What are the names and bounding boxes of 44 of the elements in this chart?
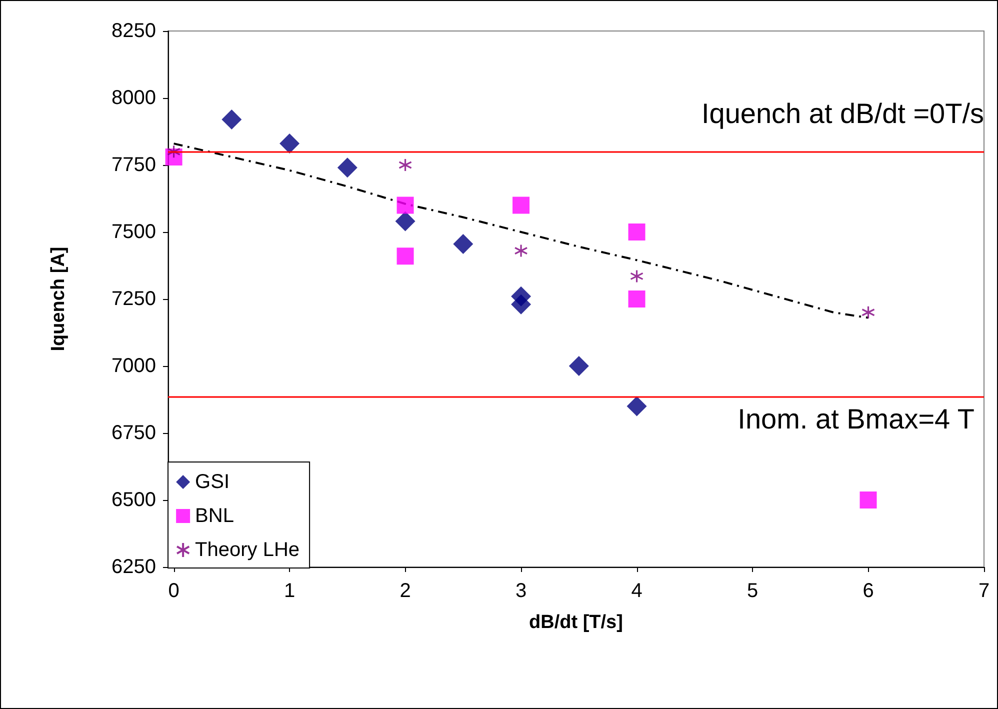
point: [280, 134, 300, 154]
point: [166, 144, 181, 158]
y-axis-title: Iquench [A]: [48, 246, 69, 352]
point: [512, 196, 530, 214]
line-series: [172, 142, 870, 319]
point: [396, 196, 414, 214]
legend-label: BNL: [195, 505, 234, 527]
point: [568, 356, 589, 376]
point: [511, 294, 532, 314]
y-tick-label: 7000: [112, 355, 156, 377]
x-tick-label: 6: [862, 580, 874, 602]
x-axis-title: dB/dt [T/s]: [529, 612, 623, 633]
y-tick-label: 8000: [112, 87, 156, 109]
x-tick-label: 7: [978, 580, 990, 602]
x-tick-label: 1: [284, 580, 296, 602]
point: [861, 306, 876, 320]
y-tick-label: 7500: [112, 221, 156, 243]
point: [628, 290, 646, 308]
ref-line-label: Iquench at dB/dt =0T/s: [701, 98, 984, 130]
point: [395, 211, 416, 232]
point: [630, 269, 644, 284]
x-tick-label: 0: [168, 580, 180, 602]
y-tick-label: 7250: [112, 288, 156, 310]
x-tick-label: 2: [400, 580, 411, 602]
point: [337, 158, 358, 178]
point: [222, 109, 242, 130]
x-tick-label: 5: [746, 580, 758, 602]
point: [398, 158, 412, 172]
y-tick-label: 8250: [112, 20, 156, 42]
legend-label: Theory LHe: [195, 539, 300, 561]
x-tick-label: 3: [515, 580, 527, 602]
point: [628, 224, 646, 240]
y-tick-label: 6500: [112, 489, 156, 511]
y-tick-label: 6750: [112, 422, 156, 444]
annotation: Inom. at Bmax=4 T: [738, 403, 974, 434]
point: [453, 234, 474, 254]
point: [514, 244, 528, 258]
legend-label: GSI: [195, 471, 230, 493]
x-tick-label: 4: [631, 580, 642, 602]
point: [396, 248, 414, 265]
y-tick-label: 7750: [112, 154, 156, 176]
point: [626, 396, 647, 416]
y-tick-label: 6250: [112, 556, 156, 578]
point: [860, 492, 877, 508]
